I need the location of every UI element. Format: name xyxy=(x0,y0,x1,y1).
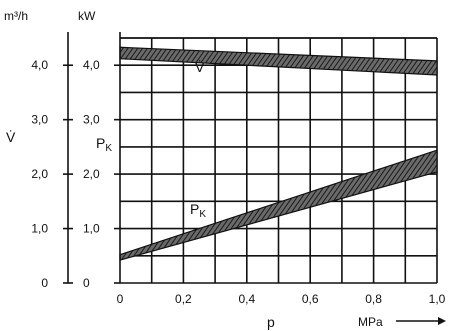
y2-axis-name: PK xyxy=(96,135,112,154)
x-axis-name: p xyxy=(267,314,275,330)
y1-tick-label: 4,0 xyxy=(31,58,48,72)
series-label-power: PK xyxy=(190,201,206,220)
x-tick-label: 0,6 xyxy=(302,292,319,306)
y2-tick-label: 4,0 xyxy=(83,58,100,72)
x-tick-label: 1,0 xyxy=(429,292,446,306)
y2-tick-label: 3,0 xyxy=(83,113,100,127)
x-axis-arrow xyxy=(396,317,446,325)
x-tick-label: 0,2 xyxy=(175,292,192,306)
y2-tick-label: 0 xyxy=(83,276,90,290)
x-unit-label: MPa xyxy=(358,315,383,329)
y1-tick-label: 0 xyxy=(41,276,48,290)
x-tick-label: 0,8 xyxy=(365,292,382,306)
x-tick-label: 0,4 xyxy=(238,292,255,306)
y2-tick-label: 2,0 xyxy=(83,167,100,181)
y2-unit-label: kW xyxy=(78,9,96,23)
y1-tick-label: 1,0 xyxy=(31,222,48,236)
y1-tick-label: 3,0 xyxy=(31,113,48,127)
tick-labels: 0 1,0 2,0 3,0 4,0 0 1,0 2,0 3,0 4,0 0 0,2 0,4 0,6 0,8 1… xyxy=(31,58,445,306)
series-label-volume-flow: V̇ xyxy=(195,59,205,75)
y1-axis-name: V̇ xyxy=(6,129,16,145)
x-tick-label: 0 xyxy=(117,292,124,306)
y2-tick-label: 1,0 xyxy=(83,222,100,236)
axes xyxy=(63,32,437,284)
y1-tick-label: 2,0 xyxy=(31,167,48,181)
y1-unit-label: m³/h xyxy=(4,9,28,23)
